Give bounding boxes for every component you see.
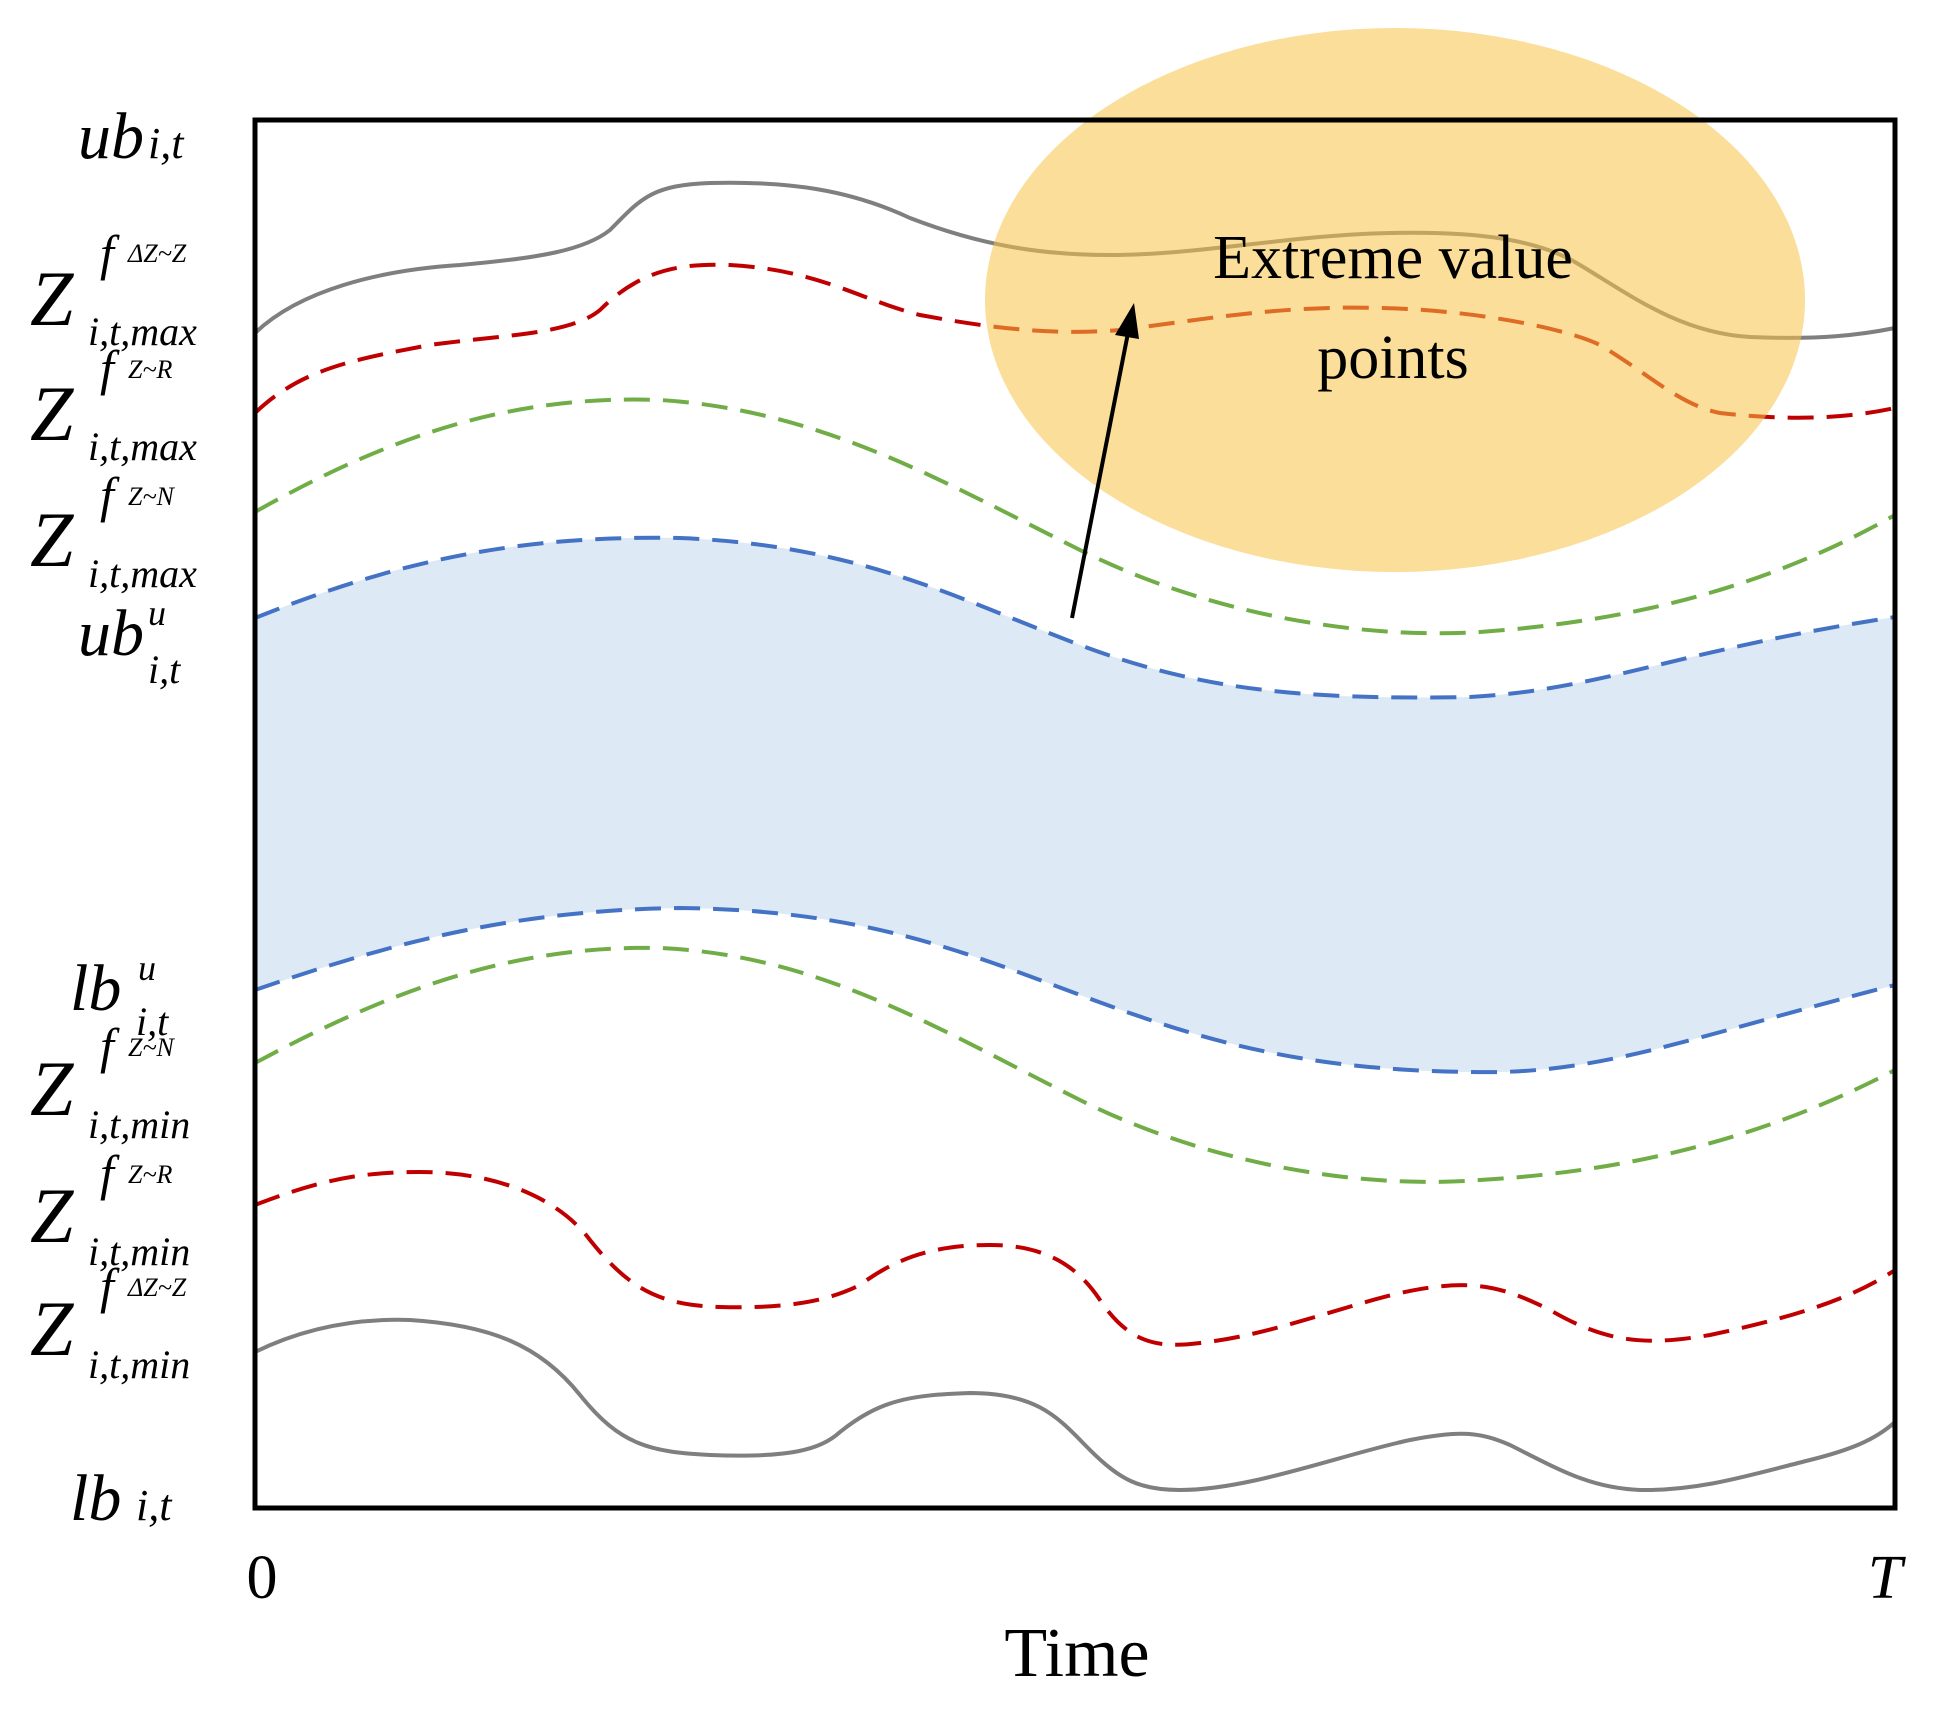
label-z-n-min-sup-f: f	[100, 1018, 120, 1074]
label-z-dz-max-sub: i,t,max	[88, 309, 197, 354]
label-z-n-max: Z f Z~N i,t,max	[30, 467, 197, 596]
label-z-n-max-sub: i,t,max	[88, 551, 197, 596]
uncertainty-band-fill	[255, 537, 1895, 1073]
label-z-n-min: Z f Z~N i,t,min	[30, 1018, 190, 1147]
annotation-line-1: Extreme value	[1213, 224, 1573, 292]
label-ub: ub i,t	[78, 100, 185, 173]
z-r-min-curve	[254, 1169, 1897, 1347]
extreme-value-highlight	[985, 28, 1805, 572]
z-n-max-curve	[254, 397, 1896, 636]
label-z-n-min-base: Z	[30, 1045, 75, 1132]
label-z-dz-min: Z f ΔZ~Z i,t,min	[30, 1258, 190, 1387]
label-ub-sub: i,t	[148, 119, 185, 168]
label-z-n-max-sup-f: f	[100, 467, 120, 523]
label-lb: lb i,t	[70, 1462, 173, 1535]
label-z-dz-max-sup-f: f	[100, 225, 120, 281]
label-z-r-max-sup: Z~R	[128, 355, 173, 384]
label-ub-u-sup: u	[148, 593, 166, 633]
label-ub-u-sub: i,t	[148, 647, 181, 692]
lb-curve	[254, 1317, 1897, 1493]
label-lb-u-sup: u	[138, 948, 156, 988]
lb-u-curve	[254, 905, 1896, 1075]
label-z-r-max-base: Z	[30, 370, 75, 457]
label-z-r-max-sub: i,t,max	[88, 424, 197, 469]
label-z-dz-max: Z f ΔZ~Z i,t,max	[30, 225, 197, 354]
label-lb-u: lb u i,t	[70, 948, 169, 1044]
label-lb-sub: i,t	[136, 1481, 173, 1530]
plot-frame	[252, 117, 1898, 1511]
label-lb-u-base: lb	[70, 952, 121, 1025]
label-z-n-max-base: Z	[30, 496, 75, 583]
label-lb-u-sub: i,t	[136, 999, 169, 1044]
label-z-n-max-sup: Z~N	[128, 482, 176, 511]
label-lb-base: lb	[70, 1462, 121, 1535]
label-z-dz-max-base: Z	[30, 255, 75, 342]
label-z-r-min-sub: i,t,min	[88, 1229, 190, 1274]
ub-u-curve	[254, 535, 1896, 700]
label-z-dz-min-sup: ΔZ~Z	[127, 1273, 187, 1302]
label-z-r-min-sup: Z~R	[128, 1160, 173, 1189]
label-z-dz-min-base: Z	[30, 1285, 75, 1372]
label-z-r-min-base: Z	[30, 1172, 75, 1259]
label-z-dz-min-sub: i,t,min	[88, 1342, 190, 1387]
label-ub-base: ub	[78, 100, 144, 173]
x-axis-start-label: 0	[247, 1544, 278, 1612]
label-z-r-min: Z f Z~R i,t,min	[30, 1145, 190, 1274]
label-z-r-max: Z f Z~R i,t,max	[30, 340, 197, 469]
label-z-n-min-sup: Z~N	[128, 1033, 176, 1062]
x-axis-title: Time	[1004, 1615, 1149, 1692]
annotation-line-2: points	[1317, 324, 1469, 392]
z-n-min-curve	[254, 945, 1896, 1184]
annotation-arrowhead	[1115, 303, 1139, 339]
label-z-r-min-sup-f: f	[100, 1145, 120, 1201]
label-ub-u-base: ub	[78, 597, 144, 670]
label-z-dz-max-sup: ΔZ~Z	[127, 239, 187, 268]
annotation-arrow-shaft	[1070, 332, 1130, 619]
label-ub-u: ub u i,t	[78, 593, 181, 692]
x-axis-end-label: T	[1868, 1544, 1907, 1612]
label-z-n-min-sub: i,t,min	[88, 1102, 190, 1147]
